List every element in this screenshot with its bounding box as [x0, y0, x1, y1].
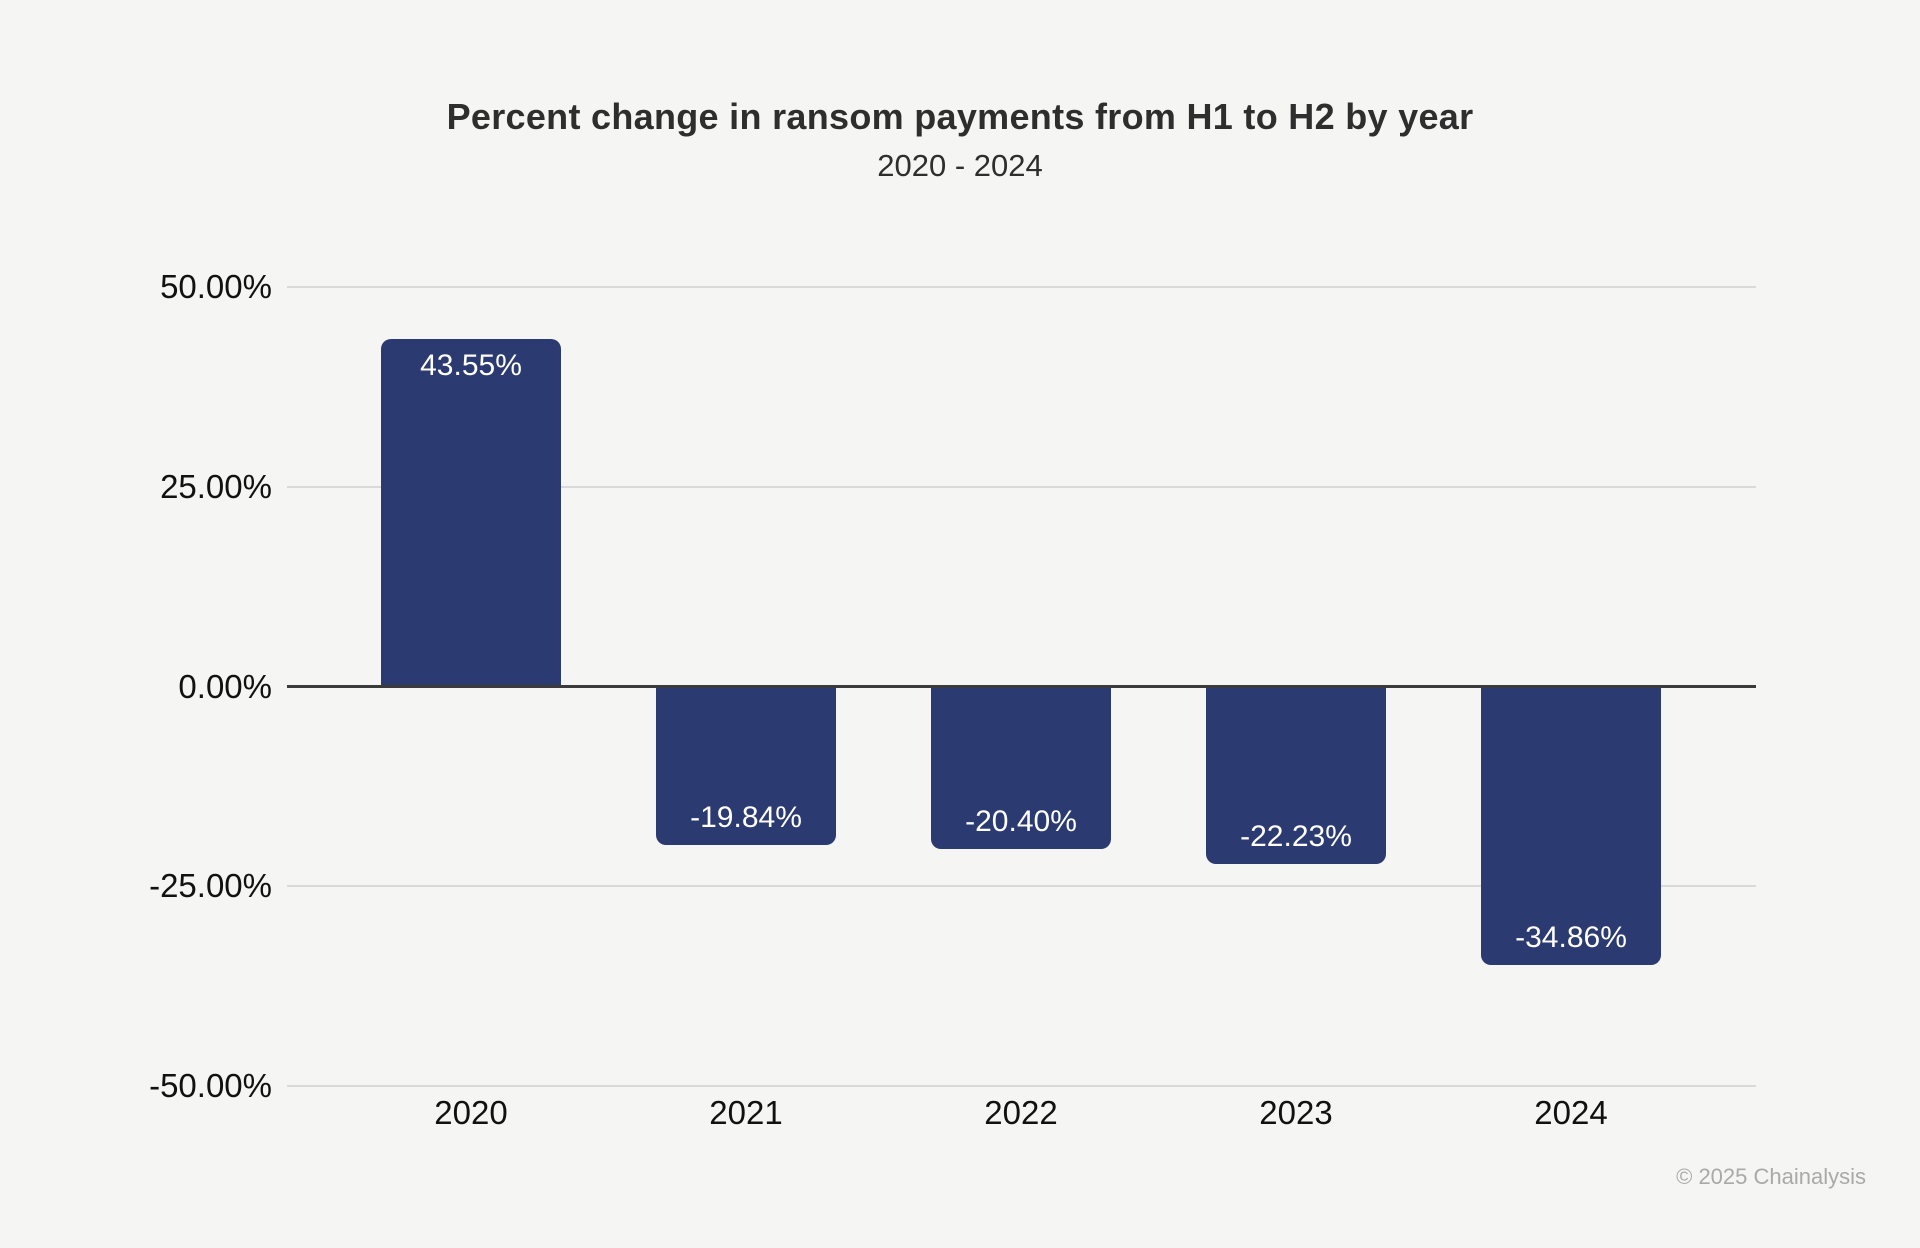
y-gridline [287, 1085, 1756, 1087]
bar-2023: -22.23% [1206, 686, 1386, 865]
x-axis-tick-label: 2020 [434, 1094, 508, 1131]
bar-value-label: -20.40% [965, 805, 1077, 839]
y-gridline [287, 885, 1756, 888]
y-axis-tick-label: -50.00% [149, 1067, 272, 1104]
y-gridline [287, 286, 1756, 288]
x-axis-tick-label: 2022 [984, 1094, 1058, 1131]
bar-2021: -19.84% [656, 686, 836, 846]
bar-2022: -20.40% [931, 686, 1111, 850]
bar-value-label: 43.55% [420, 348, 522, 382]
bar-value-label: -19.84% [690, 801, 802, 835]
copyright-watermark: © 2025 Chainalysis [1676, 1164, 1866, 1189]
bar-2024: -34.86% [1481, 686, 1661, 966]
y-axis-tick-label: 25.00% [160, 467, 272, 505]
y-axis-tick-label: 50.00% [160, 268, 272, 305]
y-gridline [287, 485, 1756, 488]
y-axis-tick-label: 0.00% [178, 667, 272, 705]
bar-value-label: -34.86% [1515, 921, 1627, 955]
x-axis-tick-label: 2024 [1534, 1094, 1608, 1131]
x-axis-tick-label: 2021 [709, 1094, 783, 1131]
plot-area: 50.00% 25.00% 0.00% -25.00% -50.00% 43.55% 202… [149, 268, 1756, 1131]
bar-value-label: -22.23% [1240, 820, 1352, 854]
y-axis-tick-label: -25.00% [149, 867, 272, 905]
chart-subtitle: 2020 - 2024 [877, 148, 1043, 183]
chart-title: Percent change in ransom payments from H… [446, 96, 1474, 137]
zero-axis-line [287, 685, 1756, 688]
x-axis-tick-label: 2023 [1259, 1094, 1333, 1131]
bar-2020: 43.55% [381, 338, 561, 687]
